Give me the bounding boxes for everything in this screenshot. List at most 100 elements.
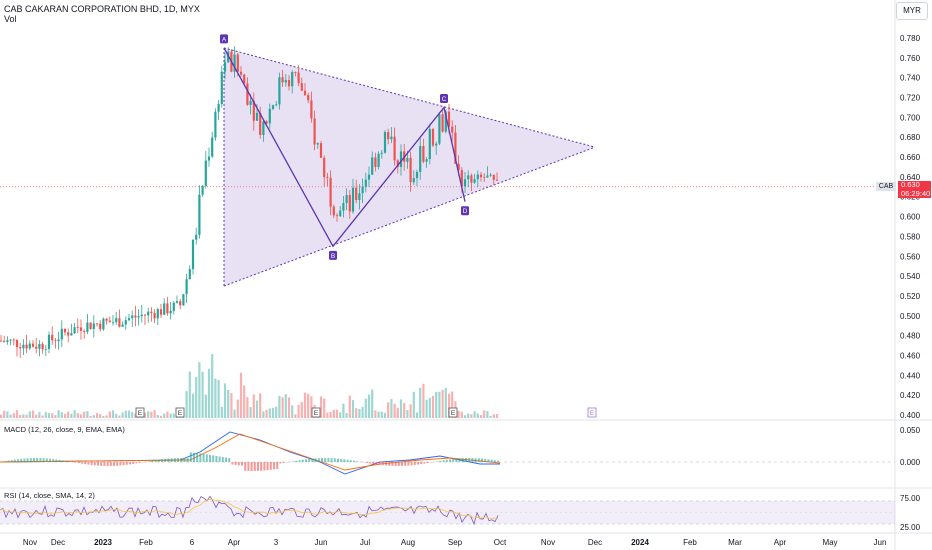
volume-bar — [230, 393, 233, 418]
macd-histogram-bar — [397, 462, 400, 466]
volume-bar — [118, 415, 121, 418]
volume-bar — [12, 413, 15, 418]
price-tick-label: 0.720 — [900, 94, 921, 103]
volume-bar — [473, 411, 476, 418]
volume-bar — [326, 412, 329, 418]
candle — [89, 322, 92, 330]
macd-histogram-bar — [407, 462, 410, 466]
candle — [191, 239, 195, 275]
candle-body — [15, 339, 19, 348]
time-axis: Nov Dec 2023 Feb 6 Apr 3 Jun Jul Aug Sep Oct Nov Dec 2… — [23, 538, 887, 547]
macd-histogram-bar — [413, 462, 416, 465]
candle-body — [406, 157, 409, 162]
price-tick-label: 0.540 — [900, 272, 921, 281]
macd-histogram-bar — [234, 462, 237, 465]
candle-body — [291, 72, 294, 87]
candle-body — [492, 174, 495, 180]
candle-body — [268, 108, 271, 124]
volume-bar — [444, 387, 447, 418]
macd-histogram-bar — [442, 460, 445, 462]
candle-body — [367, 174, 371, 180]
bar-countdown: 06:29:40 — [901, 188, 931, 198]
candle-body — [102, 318, 105, 330]
volume-bar — [377, 411, 380, 418]
time-tick-label: Oct — [494, 538, 507, 547]
macd-histogram-bar — [375, 462, 378, 465]
candle-body — [243, 74, 246, 84]
time-tick-label: Jun — [315, 538, 328, 547]
macd-histogram-bar — [17, 459, 19, 462]
volume-bar — [243, 385, 246, 418]
candle-body — [121, 324, 124, 327]
volume-bar — [441, 389, 444, 418]
volume-bar — [169, 413, 172, 418]
macd-histogram-bar — [474, 458, 477, 462]
candle-body — [246, 83, 249, 105]
volume-bar — [486, 411, 489, 418]
candle-body — [220, 71, 223, 105]
candle — [63, 328, 67, 336]
candle-body — [86, 322, 89, 332]
price-tick-label: 0.480 — [900, 332, 921, 341]
candle-body — [313, 118, 316, 145]
volume-bar — [291, 405, 294, 418]
candle-body — [316, 143, 319, 145]
volume-bar — [476, 413, 479, 418]
earnings-marker-label: E — [451, 410, 456, 417]
price-tick-label: 0.760 — [900, 54, 921, 63]
candle-body — [28, 343, 31, 349]
volume-bar — [399, 399, 403, 418]
volume-bar — [415, 412, 419, 418]
macd-histogram-bar — [138, 462, 141, 463]
macd-tick-label: 0.000 — [900, 458, 921, 467]
macd-histogram-bar — [23, 458, 26, 462]
candle-body — [262, 121, 265, 135]
candle-body — [31, 343, 35, 347]
macd-tick-label: 0.050 — [900, 426, 921, 435]
candle-body — [335, 215, 339, 217]
candle-body — [207, 156, 211, 161]
candle-body — [108, 320, 111, 323]
candle — [486, 166, 489, 178]
pattern-point-label: B — [331, 253, 335, 260]
price-tick-label: 0.740 — [900, 74, 921, 83]
candle-body — [159, 309, 163, 315]
candle-body — [70, 333, 73, 336]
macd-histogram-bar — [177, 458, 179, 462]
candle-body — [287, 80, 291, 87]
volume-bar — [38, 412, 41, 418]
volume-bars — [0, 354, 499, 418]
volume-bar — [185, 391, 188, 418]
price-tick-label: 0.580 — [900, 232, 921, 241]
time-tick-label: Dec — [51, 538, 65, 547]
macd-histogram-bar — [317, 458, 320, 462]
macd-histogram-bar — [455, 458, 458, 462]
candle-body — [383, 132, 387, 153]
candle-body — [399, 151, 403, 168]
candle — [300, 77, 303, 91]
currency-button[interactable]: MYR — [896, 2, 928, 20]
candle-body — [319, 143, 323, 158]
pattern-lines: A B C D — [220, 34, 469, 260]
volume-bar — [41, 415, 44, 418]
volume-bar — [134, 413, 137, 418]
candle-body — [54, 340, 57, 342]
candle — [182, 293, 185, 306]
earnings-marker — [175, 407, 185, 418]
candle — [329, 170, 332, 216]
macd-histogram-bar — [497, 460, 499, 462]
candle — [121, 321, 124, 327]
volume-bar — [451, 391, 454, 418]
candle — [233, 46, 236, 78]
candle — [0, 335, 3, 342]
macd-histogram-bar — [170, 458, 173, 462]
candle-body — [83, 330, 86, 332]
volume-bar — [207, 368, 211, 418]
candle — [479, 172, 483, 182]
candle — [220, 65, 223, 108]
earnings-marker-label: E — [178, 410, 183, 417]
candle — [383, 130, 387, 154]
candle-body — [307, 95, 310, 101]
volume-bar — [335, 409, 339, 418]
